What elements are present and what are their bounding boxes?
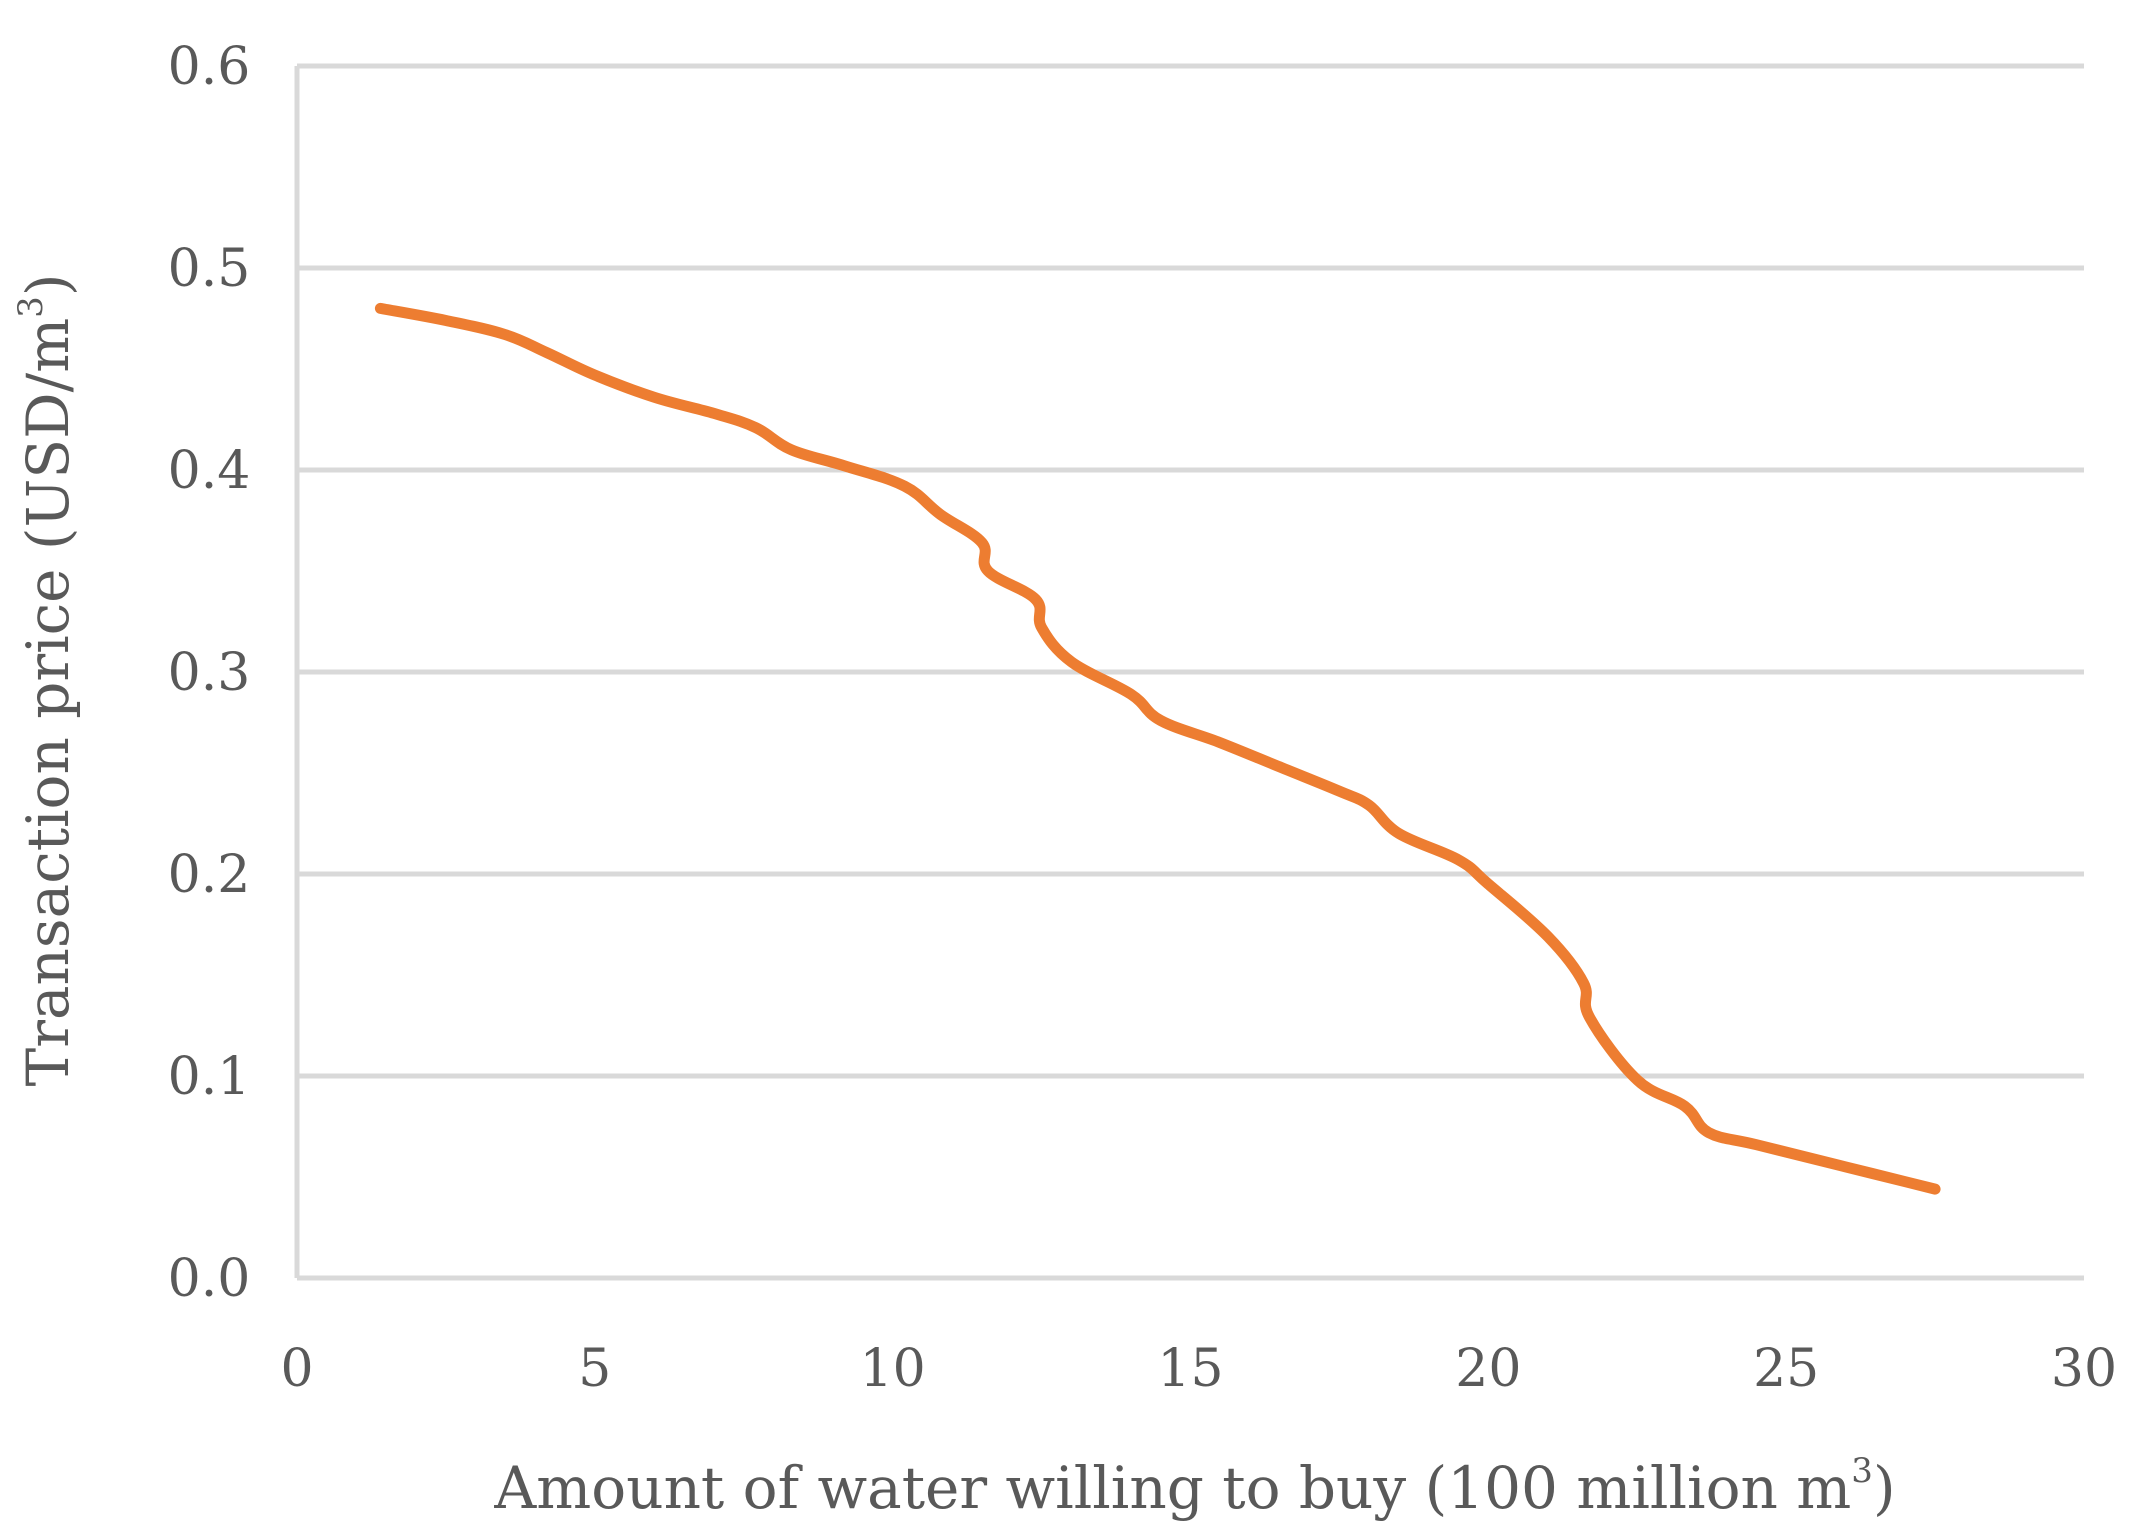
x-axis-title: Amount of water willing to buy (100 mill…: [493, 1451, 1895, 1522]
y-tick-label: 0.6: [168, 37, 251, 97]
y-tick-label: 0.3: [168, 643, 251, 703]
x-tick-label: 30: [2051, 1339, 2117, 1399]
x-tick-label: 15: [1157, 1339, 1223, 1399]
series-line: [374, 302, 1941, 1195]
gridlines: [297, 63, 2084, 1079]
series: [374, 302, 1941, 1195]
x-axis-title-text: Amount of water willing to buy (100 mill…: [493, 1454, 1851, 1522]
y-axis-title-superscript: 3: [11, 296, 51, 318]
y-tick-label: 0.0: [168, 1249, 251, 1309]
y-tick-label: 0.1: [168, 1047, 251, 1107]
x-axis-title-superscript: 3: [1851, 1451, 1873, 1491]
x-tick-label: 10: [860, 1339, 926, 1399]
y-tick-label: 0.4: [168, 441, 251, 501]
axes: [294, 66, 2084, 1281]
y-axis-title-text: Transaction price (USD/m: [14, 318, 82, 1087]
y-axis-title-close: ): [14, 274, 82, 297]
y-tick-label: 0.2: [168, 845, 251, 905]
x-axis-title-close: ): [1873, 1454, 1896, 1522]
x-tick-label: 0: [280, 1339, 313, 1399]
x-tick-label: 25: [1753, 1339, 1819, 1399]
tick-labels: 0.0 0.1 0.2 0.3 0.4 0.5 0.6 0 5 10 15 20 25 30: [168, 37, 2117, 1399]
x-tick-label: 5: [578, 1339, 611, 1399]
y-axis-title: Transaction price (USD/m3): [11, 274, 82, 1087]
y-tick-label: 0.5: [168, 239, 251, 299]
x-tick-label: 20: [1455, 1339, 1521, 1399]
